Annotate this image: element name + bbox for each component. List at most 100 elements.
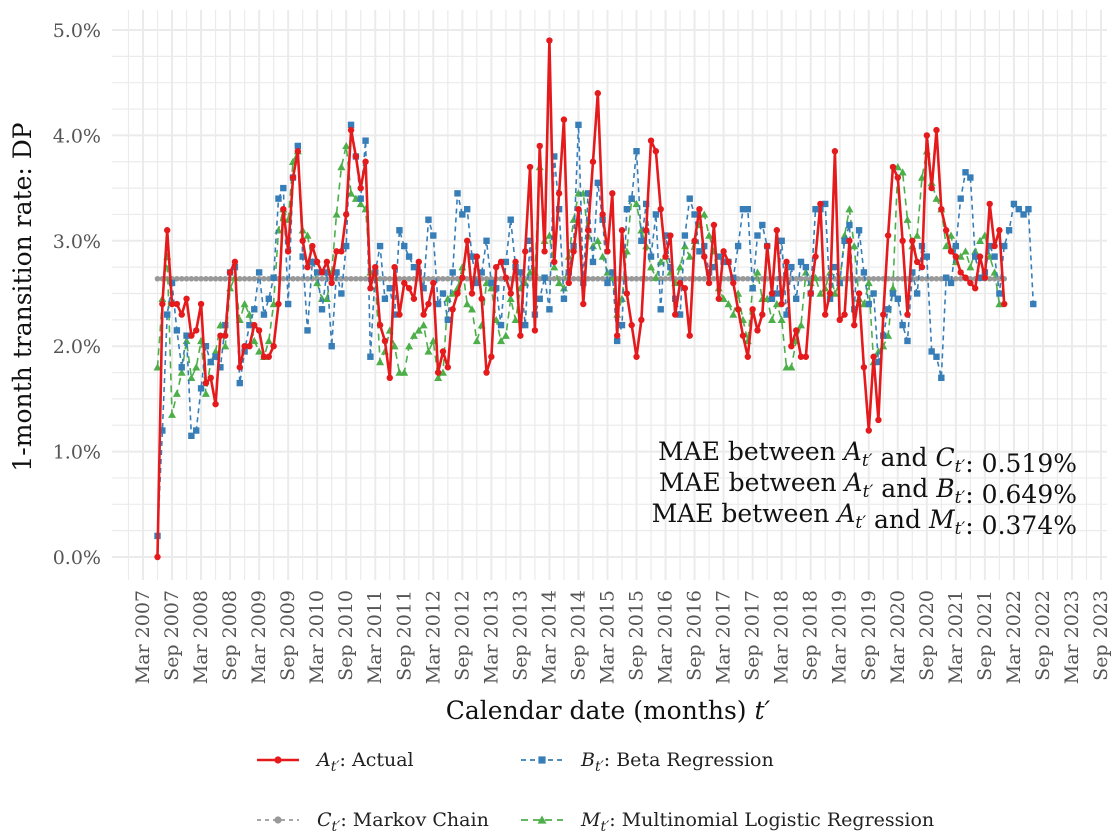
point-beta — [193, 427, 200, 434]
point-beta — [299, 253, 306, 260]
point-mlr — [201, 389, 210, 397]
point-actual — [168, 300, 176, 308]
point-mlr — [187, 373, 196, 382]
point-beta — [459, 211, 466, 218]
point-mlr — [850, 242, 859, 250]
point-actual — [376, 321, 384, 329]
legend-label: Mt′: Multinomial Logistic Regression — [580, 809, 934, 835]
point-beta — [870, 290, 877, 297]
point-actual — [778, 300, 785, 308]
point-beta — [463, 205, 471, 213]
point-beta — [343, 242, 350, 250]
point-beta — [1015, 205, 1022, 213]
point-beta — [197, 385, 205, 392]
y-tick-label: 5.0% — [53, 20, 101, 42]
point-markov — [498, 275, 504, 282]
point-actual — [686, 332, 693, 339]
point-actual — [991, 242, 998, 250]
point-beta — [584, 190, 592, 197]
point-markov — [483, 275, 490, 282]
point-beta — [280, 184, 287, 192]
point-beta — [536, 295, 543, 302]
y-axis-title: 1-month transition rate: DP — [8, 122, 37, 471]
point-actual — [710, 221, 718, 229]
point-beta — [642, 200, 650, 208]
legend-label: At′: Actual — [315, 749, 414, 775]
x-tick-label: Sep 2012 — [451, 590, 473, 681]
y-tick-label: 0.0% — [53, 547, 101, 569]
point-actual — [609, 190, 616, 197]
point-beta — [855, 227, 863, 234]
point-actual — [662, 253, 669, 260]
point-mlr — [676, 263, 685, 271]
point-beta — [367, 353, 374, 360]
point-actual — [638, 316, 645, 324]
point-actual — [865, 427, 872, 434]
x-tick-label: Sep 2019 — [858, 590, 880, 681]
point-actual — [855, 290, 863, 297]
point-beta — [347, 121, 355, 129]
point-actual — [207, 374, 214, 382]
point-markov — [870, 275, 877, 282]
point-beta — [294, 142, 302, 150]
point-actual — [270, 343, 277, 350]
point-actual — [367, 285, 374, 292]
point-beta — [894, 295, 901, 302]
point-actual — [444, 364, 452, 371]
point-markov — [686, 275, 693, 282]
point-markov — [406, 275, 412, 282]
point-beta — [246, 321, 253, 329]
point-mlr — [598, 252, 607, 260]
point-actual — [797, 353, 805, 360]
point-markov — [357, 275, 364, 282]
point-beta — [420, 285, 427, 292]
point-actual — [759, 311, 766, 318]
point-mlr — [172, 389, 181, 397]
point-mlr — [777, 315, 786, 324]
x-tick-label: Sep 2016 — [684, 590, 706, 681]
point-beta — [633, 148, 640, 155]
point-actual — [570, 248, 577, 255]
point-markov — [265, 275, 272, 282]
point-beta — [662, 232, 669, 239]
point-actual — [357, 184, 364, 192]
point-actual — [918, 263, 926, 271]
point-beta — [386, 285, 393, 292]
point-actual — [159, 300, 166, 308]
x-tick-label: Mar 2023 — [1061, 590, 1083, 684]
point-mlr — [898, 168, 907, 176]
point-markov — [744, 275, 751, 282]
point-actual — [425, 300, 432, 308]
point-mlr — [497, 336, 506, 345]
y-tick-label: 2.0% — [53, 336, 101, 358]
point-actual — [212, 400, 219, 408]
point-actual — [163, 227, 171, 234]
point-markov — [875, 275, 882, 282]
point-actual — [584, 227, 592, 234]
point-beta — [657, 306, 664, 313]
point-beta — [376, 242, 384, 250]
point-beta — [251, 306, 258, 313]
point-actual — [328, 279, 335, 287]
point-markov — [798, 275, 804, 282]
point-actual — [260, 353, 268, 360]
point-actual — [531, 327, 539, 334]
point-actual — [754, 327, 761, 334]
point-actual — [589, 158, 597, 165]
point-beta — [749, 285, 756, 292]
point-markov — [420, 275, 427, 282]
point-beta — [996, 290, 1003, 297]
point-actual — [575, 205, 582, 213]
point-actual — [884, 232, 892, 239]
point-actual — [875, 416, 882, 424]
point-beta — [604, 279, 611, 287]
point-actual — [734, 306, 742, 313]
point-actual — [536, 142, 543, 150]
point-actual — [197, 300, 205, 308]
point-actual — [613, 332, 621, 339]
point-actual — [347, 126, 355, 134]
point-beta — [275, 195, 282, 202]
y-tick-label: 1.0% — [53, 442, 101, 464]
x-tick-label: Mar 2013 — [480, 590, 502, 684]
point-actual — [512, 258, 519, 266]
